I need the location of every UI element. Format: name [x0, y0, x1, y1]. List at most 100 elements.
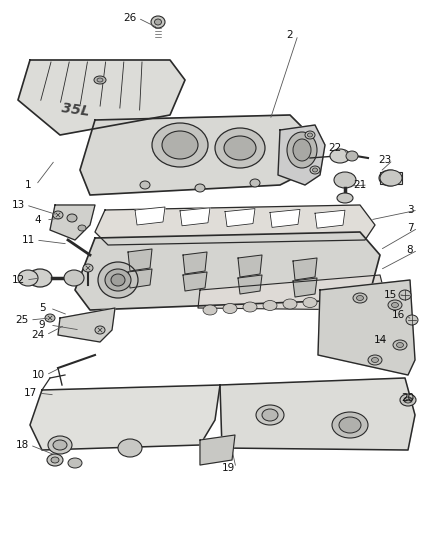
Text: 26: 26 — [124, 13, 137, 23]
Polygon shape — [270, 209, 300, 228]
Ellipse shape — [371, 358, 378, 362]
Polygon shape — [318, 280, 415, 375]
Ellipse shape — [312, 168, 318, 172]
Polygon shape — [128, 269, 152, 288]
Ellipse shape — [53, 440, 67, 450]
Text: 21: 21 — [353, 180, 367, 190]
Ellipse shape — [287, 132, 317, 168]
Text: 12: 12 — [11, 275, 25, 285]
Ellipse shape — [330, 149, 350, 163]
Text: 18: 18 — [15, 440, 28, 450]
Ellipse shape — [64, 270, 84, 286]
Ellipse shape — [94, 76, 106, 84]
Text: 7: 7 — [407, 223, 413, 233]
Ellipse shape — [223, 303, 237, 313]
Polygon shape — [183, 272, 207, 291]
Ellipse shape — [388, 300, 402, 310]
Text: 10: 10 — [32, 370, 45, 380]
Text: 14: 14 — [373, 335, 387, 345]
Ellipse shape — [97, 78, 103, 82]
Text: 22: 22 — [328, 143, 342, 153]
Ellipse shape — [51, 457, 59, 463]
Ellipse shape — [293, 139, 311, 161]
Ellipse shape — [28, 269, 52, 287]
Ellipse shape — [396, 343, 403, 348]
Ellipse shape — [250, 179, 260, 187]
Text: 11: 11 — [21, 235, 35, 245]
Text: 19: 19 — [221, 463, 235, 473]
Polygon shape — [180, 208, 210, 226]
Text: 8: 8 — [407, 245, 413, 255]
Polygon shape — [293, 278, 317, 297]
Ellipse shape — [95, 326, 105, 334]
Ellipse shape — [83, 264, 93, 272]
Polygon shape — [278, 125, 325, 185]
Ellipse shape — [118, 439, 142, 457]
Ellipse shape — [332, 412, 368, 438]
Ellipse shape — [337, 193, 353, 203]
Polygon shape — [220, 378, 415, 450]
Polygon shape — [200, 435, 235, 465]
Ellipse shape — [393, 340, 407, 350]
Ellipse shape — [368, 355, 382, 365]
Polygon shape — [80, 115, 310, 195]
Polygon shape — [238, 255, 262, 277]
Text: 20: 20 — [402, 393, 414, 403]
Text: 25: 25 — [15, 315, 28, 325]
Polygon shape — [238, 275, 262, 294]
Ellipse shape — [380, 170, 402, 186]
Polygon shape — [95, 205, 375, 245]
Polygon shape — [183, 252, 207, 274]
Ellipse shape — [392, 303, 399, 308]
Ellipse shape — [78, 225, 86, 231]
Ellipse shape — [263, 301, 277, 311]
Ellipse shape — [67, 214, 77, 222]
Ellipse shape — [68, 458, 82, 468]
Ellipse shape — [140, 181, 150, 189]
Ellipse shape — [406, 315, 418, 325]
Polygon shape — [128, 249, 152, 271]
Text: 13: 13 — [11, 200, 25, 210]
Polygon shape — [30, 385, 220, 450]
Text: 9: 9 — [39, 320, 45, 330]
Text: 15: 15 — [383, 290, 397, 300]
Text: 17: 17 — [23, 388, 37, 398]
Ellipse shape — [195, 184, 205, 192]
Ellipse shape — [215, 128, 265, 168]
Ellipse shape — [111, 274, 125, 286]
Ellipse shape — [155, 19, 162, 25]
Ellipse shape — [48, 436, 72, 454]
Polygon shape — [225, 208, 255, 227]
Ellipse shape — [203, 305, 217, 315]
Ellipse shape — [339, 417, 361, 433]
Polygon shape — [135, 207, 165, 225]
Ellipse shape — [346, 151, 358, 161]
Ellipse shape — [224, 136, 256, 160]
Ellipse shape — [152, 123, 208, 167]
Ellipse shape — [334, 172, 356, 188]
Ellipse shape — [323, 296, 337, 306]
Polygon shape — [18, 60, 185, 135]
Ellipse shape — [98, 262, 138, 298]
Ellipse shape — [162, 131, 198, 159]
Ellipse shape — [343, 295, 357, 304]
Ellipse shape — [256, 405, 284, 425]
Ellipse shape — [399, 290, 411, 300]
Ellipse shape — [262, 409, 278, 421]
Ellipse shape — [53, 211, 63, 219]
Ellipse shape — [404, 397, 412, 403]
Ellipse shape — [379, 170, 401, 186]
Text: 35L: 35L — [60, 101, 90, 119]
Text: 3: 3 — [407, 205, 413, 215]
Polygon shape — [50, 205, 95, 240]
Ellipse shape — [353, 293, 367, 303]
Ellipse shape — [18, 270, 38, 286]
Text: 16: 16 — [392, 310, 405, 320]
Polygon shape — [58, 308, 115, 342]
Polygon shape — [293, 258, 317, 280]
Ellipse shape — [307, 133, 312, 137]
Ellipse shape — [283, 299, 297, 309]
Text: 24: 24 — [32, 330, 45, 340]
Ellipse shape — [305, 131, 315, 139]
Text: 4: 4 — [35, 215, 41, 225]
